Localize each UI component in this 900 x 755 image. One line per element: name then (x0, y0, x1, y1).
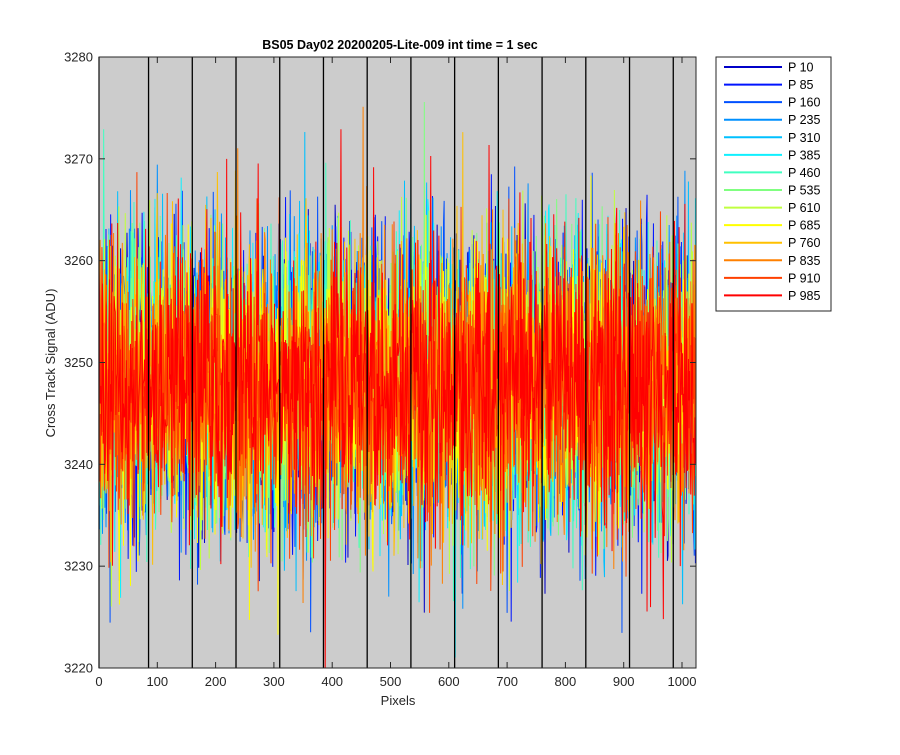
x-tick-label: 300 (263, 674, 285, 689)
legend-label: P 10 (788, 61, 814, 75)
x-tick-label: 500 (380, 674, 402, 689)
legend-label: P 535 (788, 184, 820, 198)
x-tick-label: 100 (146, 674, 168, 689)
legend-label: P 685 (788, 219, 820, 233)
legend-box (715, 56, 832, 312)
legend-label: P 85 (788, 78, 814, 92)
legend-entry: P 460 (724, 166, 820, 180)
legend: P 10 P 85 P 160 P 235 P 310 P 385 P 460 P 535 P … (715, 56, 832, 312)
x-tick-label: 0 (95, 674, 102, 689)
legend-entry: P 535 (724, 184, 820, 198)
legend-label: P 235 (788, 113, 820, 127)
legend-entry: P 835 (724, 254, 820, 268)
legend-entry: P 685 (724, 219, 820, 233)
legend-entry: P 85 (724, 78, 814, 92)
x-tick-label: 700 (496, 674, 518, 689)
legend-entry: P 10 (724, 61, 814, 75)
legend-label: P 835 (788, 254, 820, 268)
y-tick-label: 3240 (64, 457, 93, 472)
x-tick-label: 1000 (668, 674, 697, 689)
legend-entry: P 235 (724, 113, 820, 127)
chart-title: BS05 Day02 20200205-Lite-009 int time = … (262, 38, 538, 52)
y-axis-label: Cross Track Signal (ADU) (43, 289, 58, 438)
x-tick-label: 200 (205, 674, 227, 689)
series-line-p-985 (98, 129, 696, 669)
legend-entry: P 310 (724, 131, 820, 145)
legend-entry: P 985 (724, 289, 820, 303)
legend-label: P 385 (788, 148, 820, 162)
y-tick-label: 3220 (64, 661, 93, 676)
legend-label: P 760 (788, 236, 820, 250)
x-tick-label: 900 (613, 674, 635, 689)
legend-entry: P 910 (724, 271, 820, 285)
legend-entry: P 610 (724, 201, 820, 215)
x-axis-label: Pixels (381, 693, 416, 708)
legend-label: P 610 (788, 201, 820, 215)
y-tick-label: 3280 (64, 50, 93, 65)
axis-ticks: 0 100 200 300 400 500 600 700 800 900 1000 3220 3230… (64, 50, 696, 690)
legend-label: P 985 (788, 289, 820, 303)
legend-label: P 910 (788, 271, 820, 285)
legend-entry: P 160 (724, 96, 820, 110)
legend-label: P 310 (788, 131, 820, 145)
legend-label: P 460 (788, 166, 820, 180)
series-traces (98, 102, 696, 669)
legend-label: P 160 (788, 96, 820, 110)
x-tick-label: 400 (321, 674, 343, 689)
x-tick-label: 600 (438, 674, 460, 689)
x-tick-label: 800 (555, 674, 577, 689)
legend-entry: P 760 (724, 236, 820, 250)
y-tick-label: 3230 (64, 559, 93, 574)
y-tick-label: 3260 (64, 253, 93, 268)
legend-entry: P 385 (724, 148, 820, 162)
y-tick-label: 3270 (64, 151, 93, 166)
y-tick-label: 3250 (64, 355, 93, 370)
